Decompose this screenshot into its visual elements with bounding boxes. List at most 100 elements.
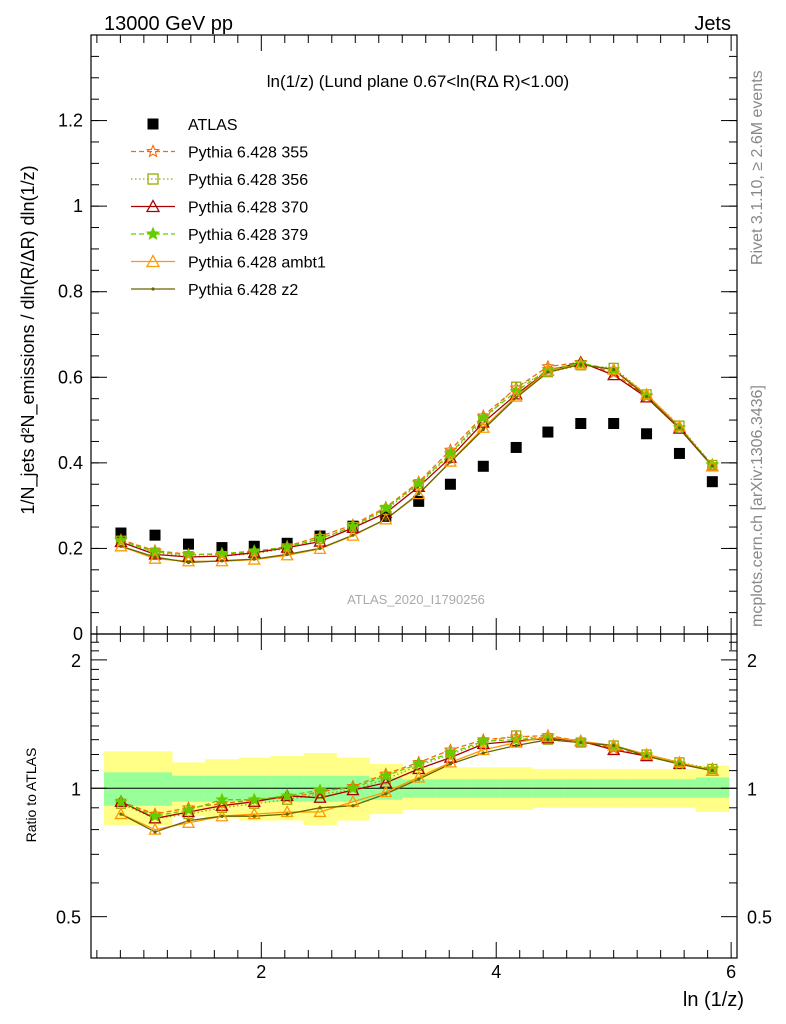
point-atlas: [706, 476, 718, 488]
ratio-point-s379: [280, 788, 294, 802]
plot-title: ln(1/z) (Lund plane 0.67<ln(RΔ R)<1.00): [267, 72, 569, 91]
xtick-label: 6: [726, 962, 736, 982]
ratio-ytick-label-right: 0.5: [747, 908, 772, 928]
point-atlas: [608, 417, 620, 429]
legend-label-s356: Pythia 6.428 356: [188, 172, 308, 189]
ratio-point-s379: [379, 768, 393, 782]
ratio-point-z2: [612, 743, 616, 748]
ratio-point-ambt1: [574, 734, 588, 747]
point-ambt1: [443, 454, 458, 467]
ratio-point-ambt1: [148, 822, 162, 835]
point-ambt1: [476, 420, 490, 433]
point-z2: [318, 546, 322, 551]
legend-marker-s356: [147, 173, 159, 185]
point-z2: [546, 370, 550, 374]
series-markers: [114, 355, 719, 835]
ratio-ytick-label: 1: [71, 779, 81, 799]
point-ambt1: [574, 357, 588, 370]
ratio-point-z2: [677, 762, 682, 766]
ratio-point-ambt1: [114, 807, 128, 820]
main-ytick-label: 1.2: [58, 111, 83, 131]
main-ytick-label: 0.8: [58, 282, 83, 302]
ratio-point-ambt1: [379, 785, 393, 798]
point-z2: [153, 555, 157, 559]
curve-ambt1: [120, 363, 713, 562]
point-z2: [384, 517, 388, 521]
ratio-ytick-label-right: 1: [747, 779, 757, 799]
ratio-point-ambt1: [313, 805, 327, 818]
point-atlas: [477, 460, 489, 472]
curve-s379: [120, 362, 713, 556]
main-ytick-label: 0.6: [58, 367, 83, 387]
point-ambt1: [313, 542, 327, 555]
mcplots-label: mcplots.cern.ch [arXiv:1306.3436]: [749, 385, 766, 627]
point-s379: [379, 501, 393, 514]
point-z2: [710, 464, 714, 468]
band-inner-bin: [137, 772, 173, 806]
ratio-point-ambt1: [672, 755, 687, 768]
ratio-point-s379: [247, 792, 261, 806]
point-ambt1: [346, 528, 360, 541]
ratio-ytick-label-right: 2: [747, 651, 757, 671]
legend: ATLAS Pythia 6.428 355 Pythia 6.428 356 Pyt…: [131, 117, 326, 299]
point-z2: [285, 552, 289, 557]
point-z2: [644, 394, 649, 399]
ratio-point-z2: [417, 777, 421, 781]
point-atlas: [575, 417, 587, 429]
ratio-point-z2: [153, 830, 157, 834]
ratio-point-z2: [546, 738, 550, 742]
ratio-ylabel: Ratio to ATLAS: [23, 748, 39, 843]
ratio-point-z2: [119, 812, 123, 816]
curve-s355: [120, 361, 713, 556]
point-ambt1: [672, 419, 687, 432]
point-ambt1: [607, 362, 621, 375]
ratio-point-z2: [285, 812, 289, 816]
ratio-frame: [90, 633, 738, 959]
point-z2: [119, 544, 123, 548]
x-axis-label: ln (1/z): [683, 989, 744, 1011]
point-ambt1: [215, 554, 229, 567]
point-ambt1: [280, 548, 294, 561]
ratio-point-s355: [215, 796, 229, 810]
main-ytick-label: 0.4: [58, 453, 83, 473]
ratio-curve-s356: [120, 734, 713, 820]
legend-marker-s370: [145, 199, 161, 213]
energy-label: 13000 GeV pp: [104, 13, 233, 35]
main-ylabel: 1/N_jets d²N_emissions / dln(R/ΔR) dln(1…: [18, 165, 39, 514]
curve-s356: [120, 364, 713, 557]
ratio-point-ambt1: [247, 807, 261, 820]
legend-marker-s355: [145, 144, 161, 158]
ratio-point-z2: [252, 814, 256, 818]
point-atlas: [182, 538, 194, 550]
point-atlas: [149, 529, 161, 541]
point-atlas: [444, 478, 456, 490]
main-ytick-label: 0.2: [58, 538, 83, 558]
point-z2: [612, 367, 616, 372]
legend-marker-z2: [151, 287, 155, 291]
ratio-point-s379: [412, 757, 426, 770]
point-s379: [412, 476, 426, 489]
ratio-point-s370: [313, 790, 327, 803]
ratio-point-z2: [514, 743, 518, 748]
ratio-point-ambt1: [181, 815, 196, 828]
ratio-point-z2: [220, 814, 224, 818]
legend-label-s370: Pythia 6.428 370: [188, 200, 308, 217]
point-atlas: [641, 428, 653, 440]
point-s379: [181, 547, 196, 561]
ratio-point-s379: [181, 802, 196, 816]
point-ambt1: [247, 552, 261, 565]
ratio-point-s379: [443, 746, 458, 759]
ratio-point-ambt1: [280, 805, 294, 818]
xtick-label: 2: [256, 962, 266, 982]
point-ambt1: [705, 459, 719, 472]
main-ytick-label: 0: [73, 624, 83, 644]
ratio-point-s379: [148, 809, 162, 822]
point-s379: [313, 531, 327, 545]
point-atlas: [673, 447, 685, 459]
point-z2: [417, 492, 421, 496]
point-ambt1: [509, 389, 523, 402]
point-z2: [252, 557, 256, 561]
legend-label-s379: Pythia 6.428 379: [188, 227, 308, 244]
ratio-point-ambt1: [705, 763, 719, 776]
